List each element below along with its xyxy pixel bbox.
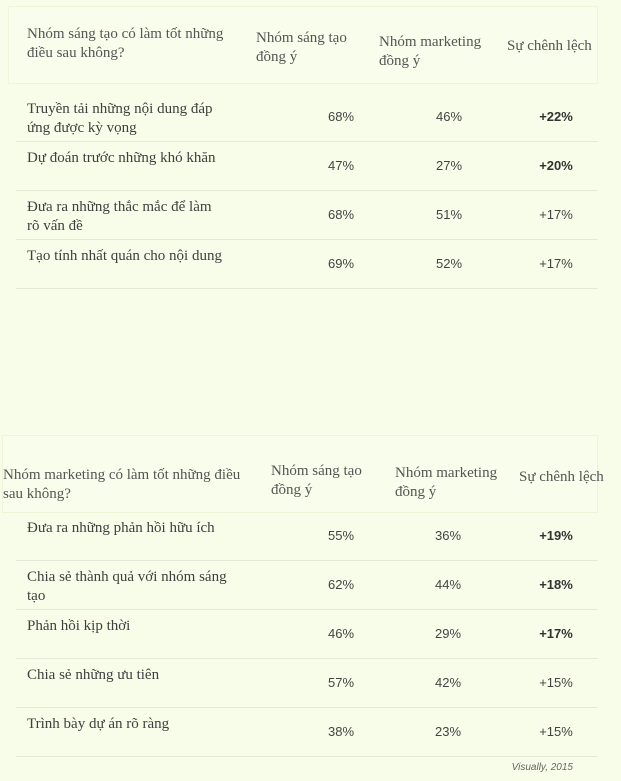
table-row: Chia sẻ thành quả với nhóm sáng tạo 62% 44… (16, 560, 598, 610)
row-label: Tạo tính nhất quán cho nội dung (27, 248, 222, 264)
row-label: Dự đoán trước những khó khăn (27, 150, 216, 166)
header-creative-agree: Nhóm sáng tạo đồng ý (271, 463, 362, 498)
row-label: Đưa ra những phản hồi hữu ích (27, 520, 215, 536)
row-label: Chia sẻ thành quả với nhóm sáng tạo (27, 569, 227, 604)
row-label: Truyền tải những nội dung đáp ứng được k… (27, 101, 213, 136)
difference-value: +17% (539, 207, 573, 222)
marketing-agree-value: 23% (434, 724, 462, 739)
row-label: Đưa ra những thắc mắc để làm rõ vấn đề (27, 199, 212, 234)
table-creative: Nhóm sáng tạo có làm tốt những điều sau … (8, 6, 598, 306)
row-label: Trình bày dự án rõ ràng (27, 716, 170, 732)
difference-value: +15% (539, 675, 573, 690)
header-question: Nhóm marketing có làm tốt những điều sau… (3, 467, 241, 502)
header-difference: Sự chênh lệch (507, 38, 592, 54)
marketing-agree-value: 51% (435, 207, 463, 222)
creative-agree-value: 47% (327, 158, 355, 173)
header-difference: Sự chênh lệch (519, 469, 604, 485)
difference-value: +20% (539, 158, 573, 173)
creative-agree-value: 62% (327, 577, 355, 592)
creative-agree-value: 57% (327, 675, 355, 690)
table-marketing: Nhóm marketing có làm tốt những điều sau… (2, 435, 604, 757)
marketing-agree-value: 44% (434, 577, 462, 592)
header-marketing-agree: Nhóm marketing đồng ý (379, 34, 482, 69)
table-row: Chia sẻ những ưu tiên 57% 42% +15% (16, 658, 598, 708)
difference-value: +22% (539, 109, 573, 124)
creative-agree-value: 38% (327, 724, 355, 739)
table-header: Nhóm sáng tạo có làm tốt những điều sau … (8, 6, 598, 84)
table-row: Phản hồi kịp thời 46% 29% +17% (16, 609, 598, 659)
creative-agree-value: 55% (327, 528, 355, 543)
marketing-agree-value: 29% (434, 626, 462, 641)
table-header: Nhóm marketing có làm tốt những điều sau… (2, 435, 604, 513)
source-credit: Visually, 2015 (511, 762, 573, 773)
table-row: Dự đoán trước những khó khăn 47% 27% +20% (16, 141, 598, 191)
header-marketing-agree: Nhóm marketing đồng ý (395, 465, 498, 500)
marketing-agree-value: 42% (434, 675, 462, 690)
creative-agree-value: 69% (327, 256, 355, 271)
difference-value: +17% (539, 626, 573, 641)
marketing-agree-value: 27% (435, 158, 463, 173)
difference-value: +15% (539, 724, 573, 739)
marketing-agree-value: 46% (435, 109, 463, 124)
difference-value: +18% (539, 577, 573, 592)
difference-value: +19% (539, 528, 573, 543)
row-label: Chia sẻ những ưu tiên (27, 667, 160, 683)
creative-agree-value: 68% (327, 207, 355, 222)
marketing-agree-value: 36% (434, 528, 462, 543)
marketing-agree-value: 52% (435, 256, 463, 271)
table-row: Đưa ra những thắc mắc để làm rõ vấn đề 68… (16, 190, 598, 240)
creative-agree-value: 68% (327, 109, 355, 124)
header-creative-agree: Nhóm sáng tạo đồng ý (256, 30, 347, 65)
table-row: Trình bày dự án rõ ràng 38% 23% +15% (16, 707, 598, 757)
table-row: Đưa ra những phản hồi hữu ích 55% 36% +19% (16, 511, 598, 561)
table-row: Tạo tính nhất quán cho nội dung 69% 52% +17… (16, 239, 598, 289)
header-question: Nhóm sáng tạo có làm tốt những điều sau … (27, 26, 224, 61)
table-row: Truyền tải những nội dung đáp ứng được k… (16, 92, 598, 142)
row-label: Phản hồi kịp thời (27, 618, 131, 634)
difference-value: +17% (539, 256, 573, 271)
creative-agree-value: 46% (327, 626, 355, 641)
